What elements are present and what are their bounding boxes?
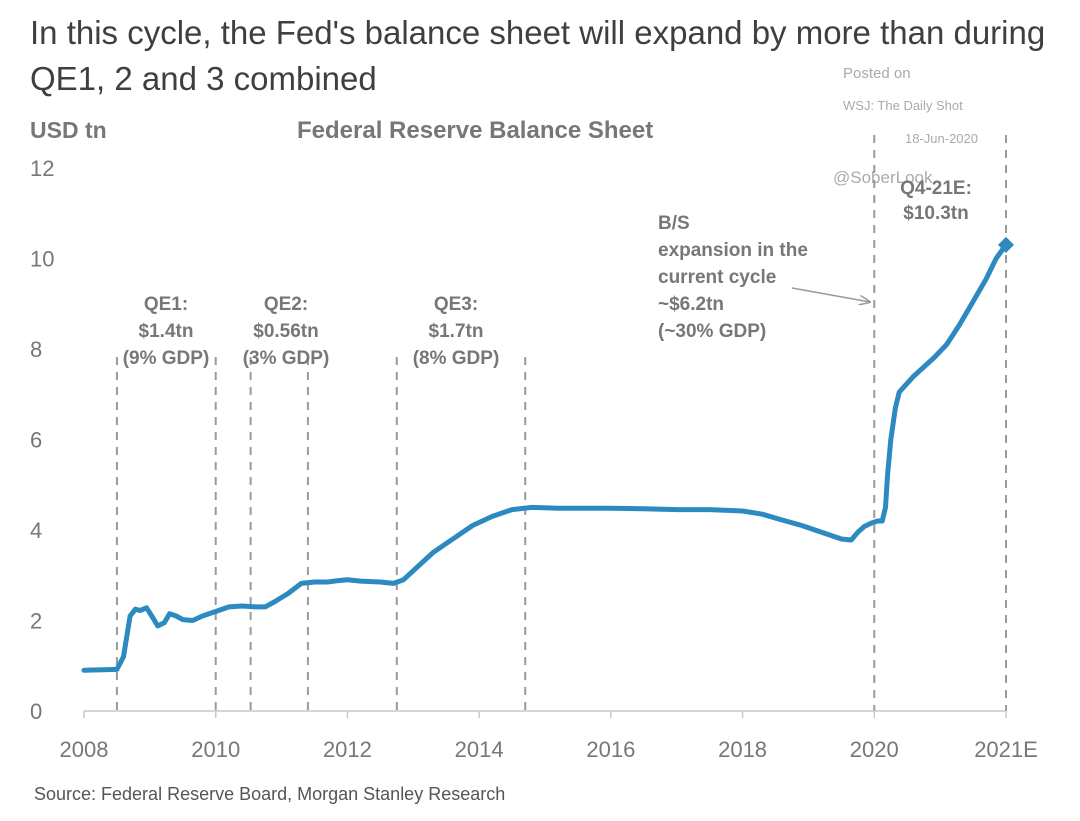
source-note: Source: Federal Reserve Board, Morgan St… [34,784,506,804]
annotation-qe1-line: (9% GDP) [123,348,210,369]
y-tick-label: 4 [30,518,42,543]
y-tick-label: 8 [30,337,42,362]
y-tick-label: 0 [30,699,42,724]
y-tick-label: 6 [30,428,42,453]
annotation-qe3-line: $1.7tn [429,321,484,342]
y-tick-label: 12 [30,156,54,181]
x-tick-label: 2014 [455,737,504,762]
annotation-qe3-line: (8% GDP) [413,348,500,369]
chart-title: Federal Reserve Balance Sheet [297,117,654,144]
annotation-bs-line: current cycle [658,267,776,288]
annotation-arrow [791,287,870,302]
annotation-bs-line: expansion in the [658,240,808,261]
watermark-handle: @SoberLook [833,168,933,187]
forecast-marker [998,236,1014,253]
annotation-qe2-line: (3% GDP) [243,348,330,369]
annotation-qe2-line: QE2: [264,294,308,315]
x-tick-label: 2020 [850,737,899,762]
y-tick-label: 10 [30,247,54,272]
y-axis-unit-label: USD tn [30,117,107,143]
watermark-posted-on: Posted on [843,65,911,82]
x-tick-label: 2010 [191,737,240,762]
watermark-date: 18-Jun-2020 [905,131,978,146]
watermark-outlet: WSJ: The Daily Shot [843,98,963,113]
x-tick-label: 2021E [974,737,1038,762]
balance-sheet-line [81,242,1009,673]
x-tick-label: 2016 [586,737,635,762]
annotation-bs-line: ~$6.2tn [658,294,724,315]
annotation-q4-line: $10.3tn [903,203,968,224]
headline-line-2: QE1, 2 and 3 combined [30,60,377,97]
annotation-bs-line: (~30% GDP) [658,321,766,342]
annotation-qe3-line: QE3: [434,294,478,315]
annotation-qe1-line: $1.4tn [139,321,194,342]
y-tick-label: 2 [30,609,42,634]
annotation-bs-line: B/S [658,213,690,234]
annotation-qe1-line: QE1: [144,294,188,315]
annotation-q4-line: Q4-21E: [900,178,972,199]
x-tick-label: 2008 [60,737,109,762]
annotation-qe2-line: $0.56tn [253,321,318,342]
x-tick-label: 2018 [718,737,767,762]
x-tick-label: 2012 [323,737,372,762]
headline-line-1: In this cycle, the Fed's balance sheet w… [30,14,1046,51]
